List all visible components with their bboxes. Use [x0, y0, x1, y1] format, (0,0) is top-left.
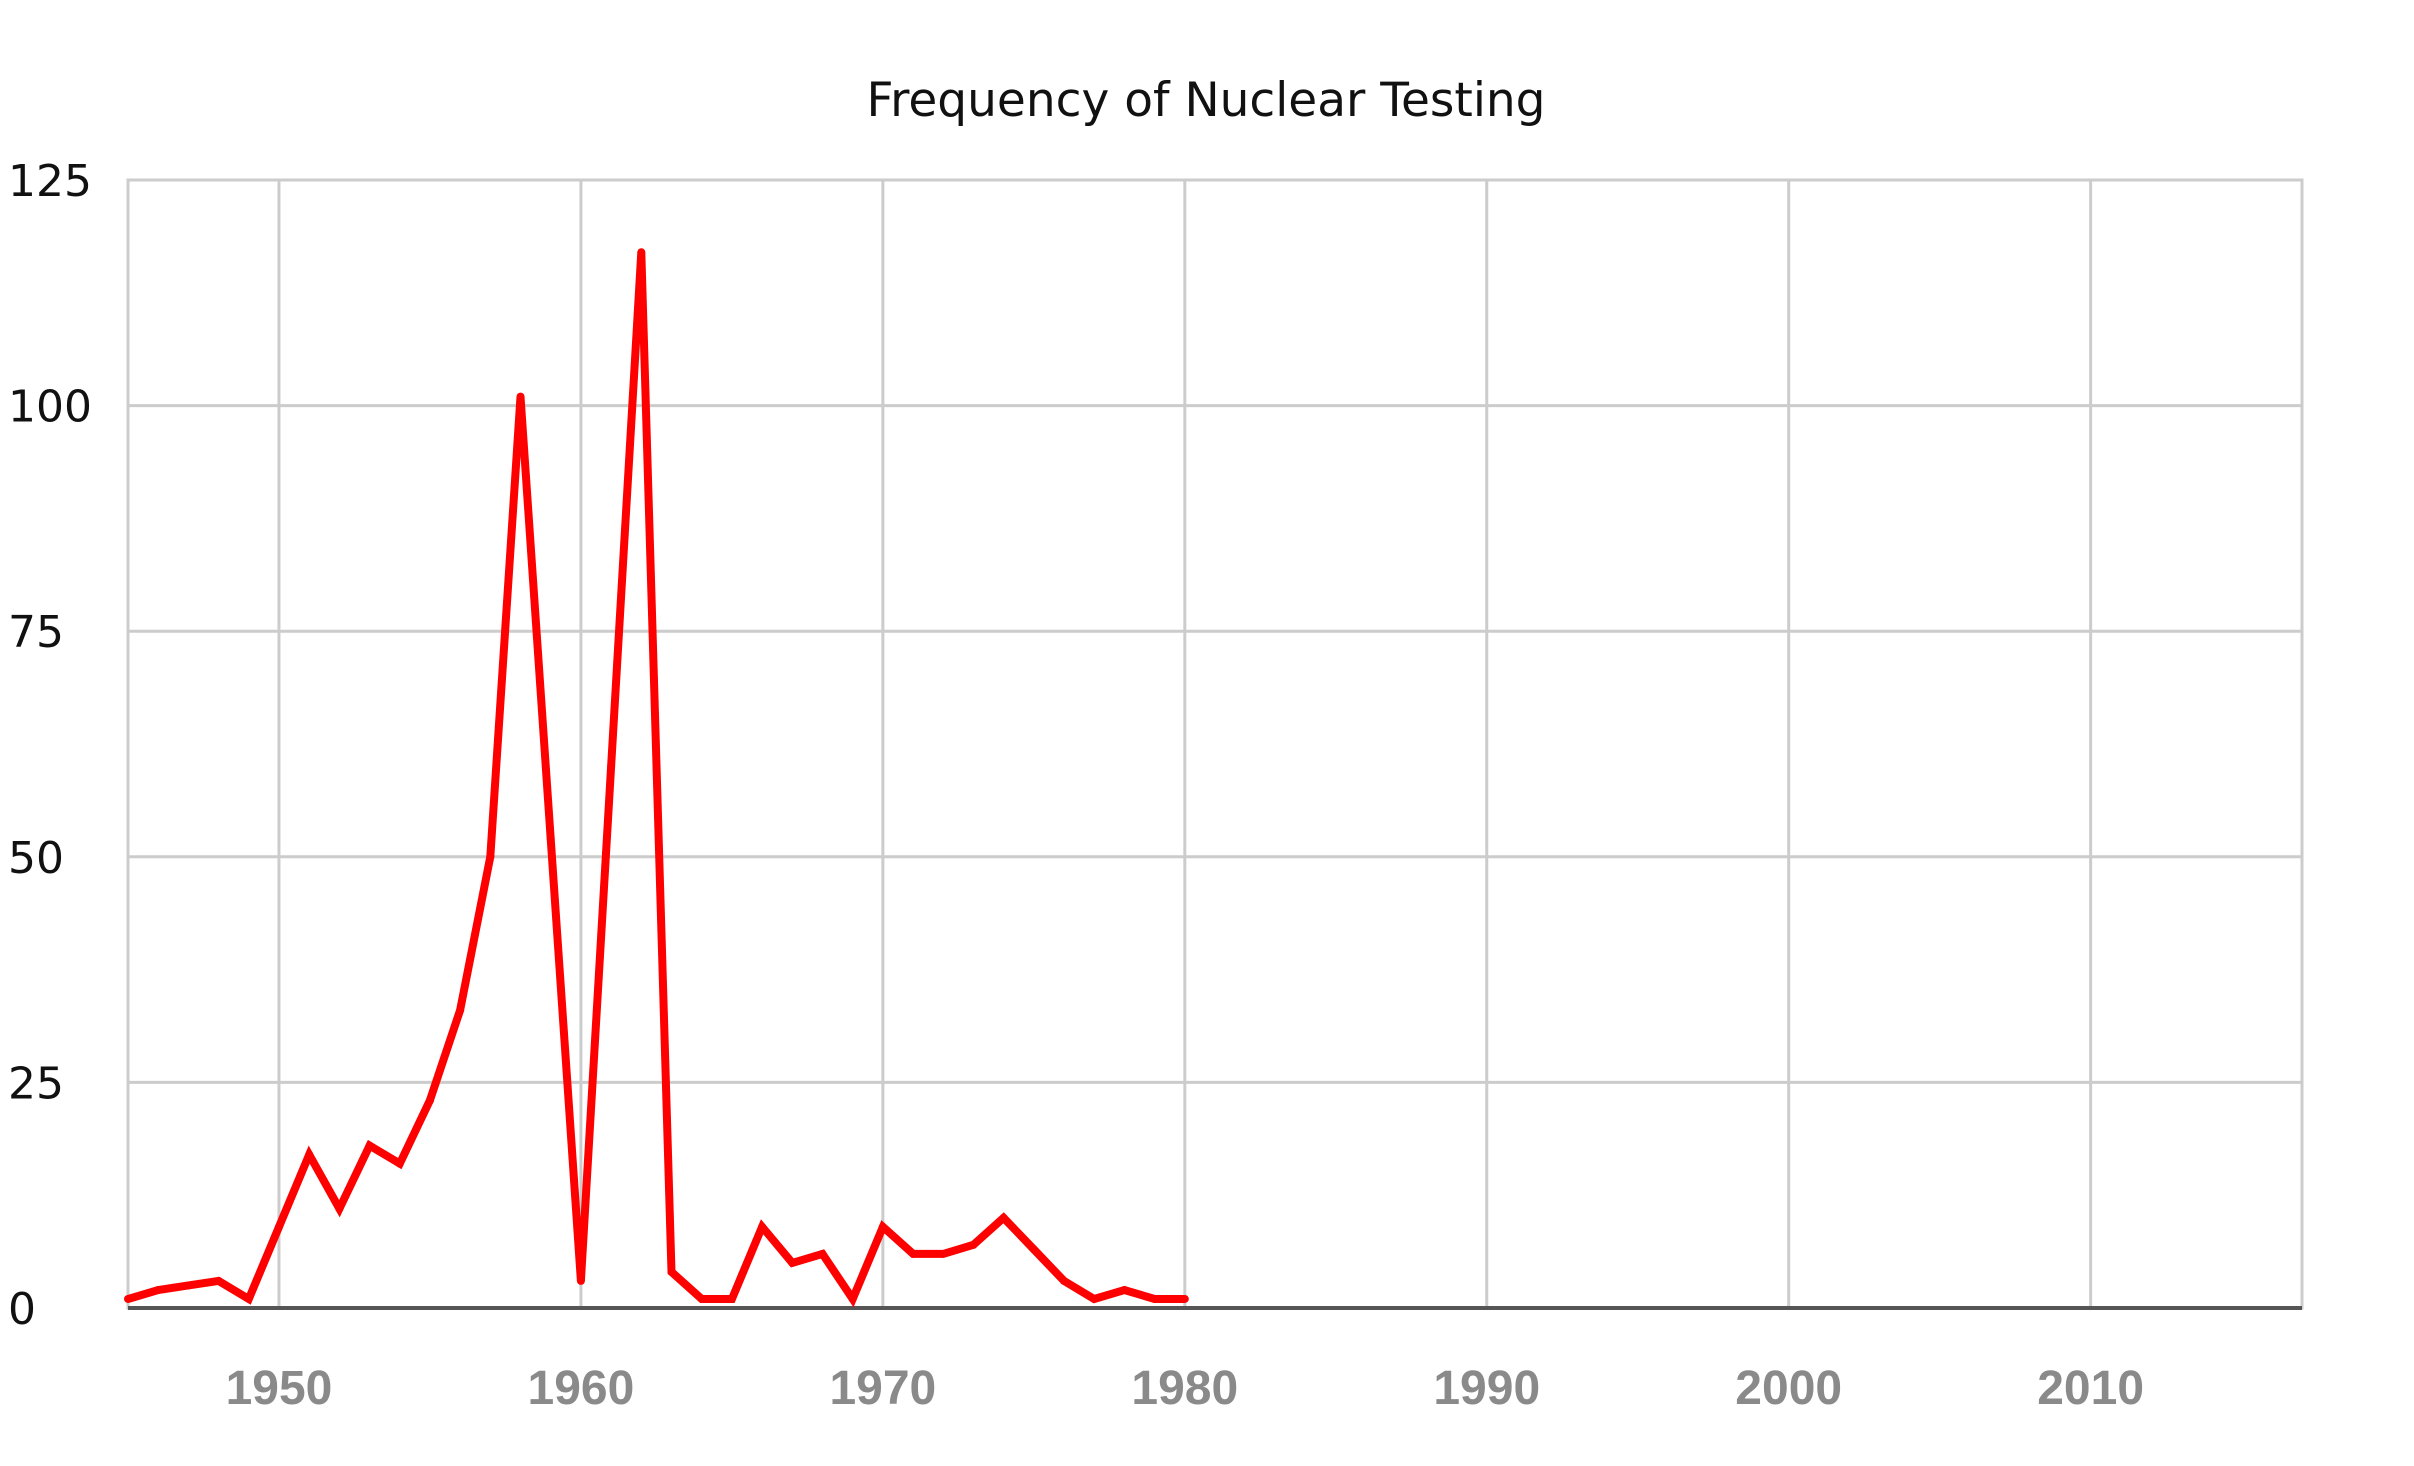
data-point: [637, 248, 646, 257]
data-point: [1150, 1294, 1159, 1303]
data-point: [274, 1222, 283, 1231]
x-axis-ticks: 1950 1960 1970 1980 1990 2000 2010: [226, 1362, 2144, 1415]
data-point: [607, 762, 616, 771]
data-point: [818, 1249, 827, 1258]
data-point: [1180, 1294, 1189, 1303]
data-point: [305, 1150, 314, 1159]
data-point: [486, 852, 495, 861]
data-point: [154, 1285, 163, 1294]
data-point: [727, 1294, 736, 1303]
x-tick-label: 1960: [528, 1362, 635, 1415]
x-tick-label: 1980: [1131, 1362, 1238, 1415]
data-point: [878, 1222, 887, 1231]
data-point: [395, 1159, 404, 1168]
y-tick-label: 125: [8, 156, 92, 207]
data-point: [516, 392, 525, 401]
y-tick-label: 100: [8, 382, 92, 433]
data-point: [425, 1096, 434, 1105]
x-tick-label: 1970: [829, 1362, 936, 1415]
data-point: [124, 1294, 132, 1303]
data-point: [214, 1276, 223, 1285]
data-point: [1120, 1285, 1129, 1294]
data-point: [1029, 1245, 1038, 1254]
data-point: [576, 1276, 585, 1285]
x-tick-label: 1990: [1433, 1362, 1540, 1415]
data-point: [335, 1204, 344, 1213]
data-point: [909, 1249, 918, 1258]
data-point: [365, 1141, 374, 1150]
data-point: [697, 1294, 706, 1303]
y-tick-label: 25: [8, 1058, 64, 1109]
data-point: [939, 1249, 948, 1258]
gridlines: [126, 178, 2304, 1310]
x-tick-label: 2010: [2037, 1362, 2144, 1415]
data-point: [999, 1213, 1008, 1222]
y-tick-label: 75: [8, 607, 64, 658]
x-tick-label: 1950: [226, 1362, 333, 1415]
data-point: [667, 1267, 676, 1276]
data-point: [244, 1294, 253, 1303]
y-tick-label: 0: [8, 1284, 36, 1335]
series-line: [126, 251, 1185, 1308]
plot-frame: [126, 178, 2304, 1310]
y-tick-label: 50: [8, 833, 64, 884]
y-axis-ticks: 0 25 50 75 100 125: [8, 156, 92, 1335]
data-point: [848, 1294, 857, 1303]
data-point: [1090, 1294, 1099, 1303]
series-layer: [124, 248, 1189, 1308]
data-point: [788, 1258, 797, 1267]
data-point: [184, 1281, 193, 1290]
data-point: [546, 834, 555, 843]
data-point: [456, 1006, 465, 1015]
x-tick-label: 2000: [1735, 1362, 1842, 1415]
data-point: [969, 1240, 978, 1249]
data-point: [758, 1222, 767, 1231]
chart-title: Frequency of Nuclear Testing: [866, 73, 1545, 128]
data-point: [1060, 1276, 1069, 1285]
